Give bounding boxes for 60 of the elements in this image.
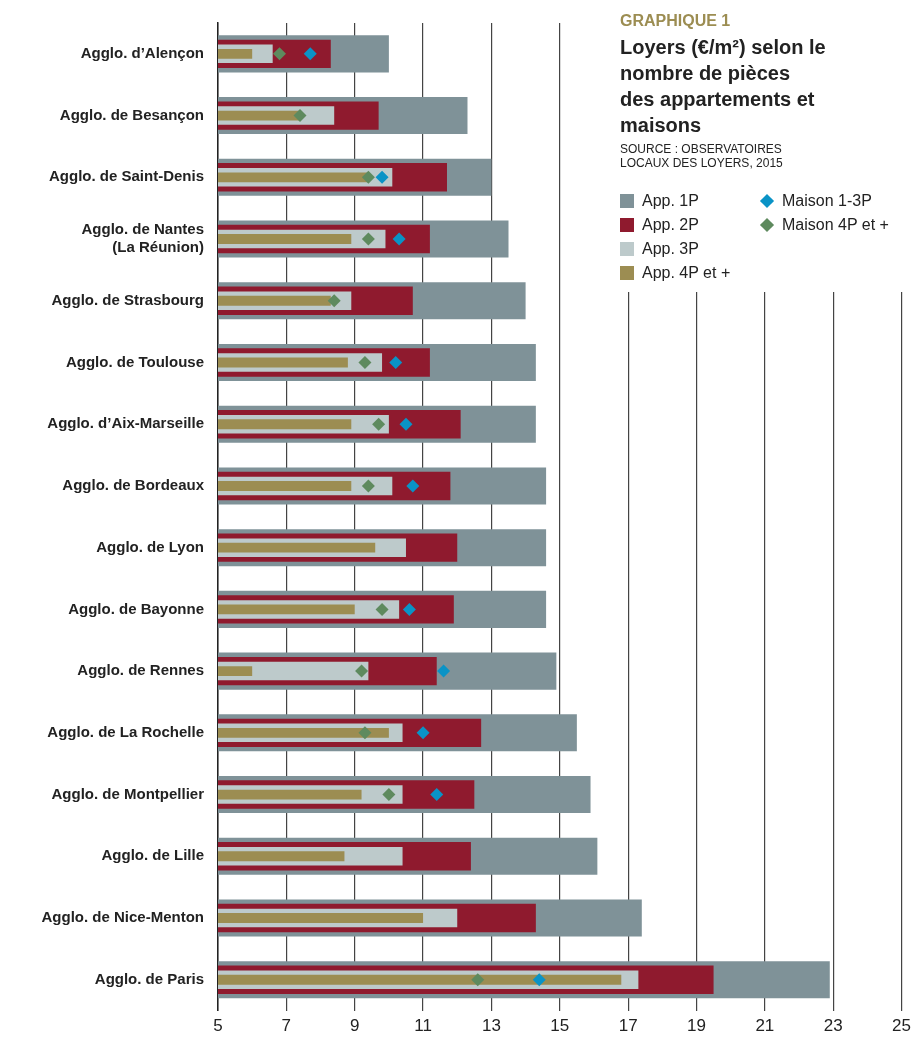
point bbox=[402, 602, 416, 616]
point bbox=[358, 355, 372, 369]
legend-label: App. 4P et + bbox=[642, 264, 731, 282]
y-tick-label: Agglo. de Saint-Denis bbox=[48, 167, 204, 185]
annotation: SOURCE : OBSERVATOIRES LOCAUX DES LOYERS, 2015 bbox=[620, 142, 784, 170]
point bbox=[430, 788, 444, 802]
x-tick-label: 5 bbox=[213, 1016, 223, 1036]
x-tick-label: 23 bbox=[823, 1016, 843, 1036]
y-tick-label: Agglo. de Rennes bbox=[77, 661, 204, 679]
text: Loyers (€/m²) selon le nombre de pièces des appartements et maisons bbox=[620, 35, 827, 138]
y-tick-label: Agglo. de Bayonne bbox=[68, 599, 204, 617]
point bbox=[361, 232, 375, 246]
legend-label: App. 3P bbox=[642, 240, 699, 258]
legend-label: Maison 1-3P bbox=[782, 192, 872, 210]
x-tick-label: 7 bbox=[281, 1016, 292, 1036]
point bbox=[392, 232, 406, 246]
x-tick-label: 15 bbox=[550, 1016, 570, 1036]
point bbox=[327, 294, 341, 308]
point bbox=[273, 47, 287, 61]
y-tick-label: Agglo. de Montpellier bbox=[51, 784, 205, 802]
point bbox=[399, 417, 413, 431]
point bbox=[372, 417, 386, 431]
y-tick-label: Agglo. de Nice-Menton bbox=[41, 908, 204, 926]
chart-subtitle: GRAPHIQUE 1 bbox=[620, 12, 732, 30]
y-tick-label: Agglo. de Lille bbox=[101, 846, 204, 864]
x-tick-label: 13 bbox=[481, 1016, 501, 1036]
x-tick-label: 25 bbox=[892, 1016, 912, 1036]
point bbox=[361, 479, 375, 493]
point bbox=[358, 726, 372, 740]
point bbox=[361, 170, 375, 184]
y-tick-label: Agglo. de La Rochelle bbox=[47, 722, 204, 740]
point bbox=[389, 355, 403, 369]
legend-label: Maison 4P et + bbox=[782, 216, 889, 234]
x-tick-label: 19 bbox=[687, 1016, 706, 1036]
x-tick-label: 17 bbox=[618, 1016, 638, 1036]
x-tick-label: 9 bbox=[349, 1016, 360, 1036]
y-tick-label: Agglo. de Paris bbox=[94, 969, 204, 987]
y-tick-label: Agglo. d’Alençon bbox=[80, 44, 204, 61]
x-tick-label: 11 bbox=[414, 1016, 432, 1036]
y-tick-label: Agglo. d’Aix-Marseille bbox=[47, 414, 204, 432]
point bbox=[303, 47, 317, 61]
legend-label: App. 2P bbox=[642, 216, 699, 234]
y-tick-label: Agglo. de Strasbourg bbox=[51, 290, 204, 308]
y-tick-label: Agglo. de Toulouse bbox=[65, 352, 204, 370]
point bbox=[416, 726, 430, 740]
y-tick-label: Agglo. de Lyon bbox=[96, 537, 204, 555]
point bbox=[355, 664, 369, 678]
y-tick-label: Agglo. de Nantes (La Réunion) bbox=[81, 220, 204, 256]
point bbox=[406, 479, 420, 493]
point bbox=[382, 788, 396, 802]
legend-label: App. 1P bbox=[642, 192, 699, 210]
point bbox=[471, 973, 485, 987]
point bbox=[375, 602, 389, 616]
x-tick-label: 21 bbox=[755, 1016, 775, 1036]
y-tick-label: Agglo. de Besançon bbox=[59, 105, 204, 123]
point bbox=[437, 664, 451, 678]
point bbox=[375, 170, 389, 184]
point bbox=[293, 109, 307, 123]
y-tick-label: Agglo. de Bordeaux bbox=[62, 476, 205, 494]
point bbox=[532, 973, 546, 987]
